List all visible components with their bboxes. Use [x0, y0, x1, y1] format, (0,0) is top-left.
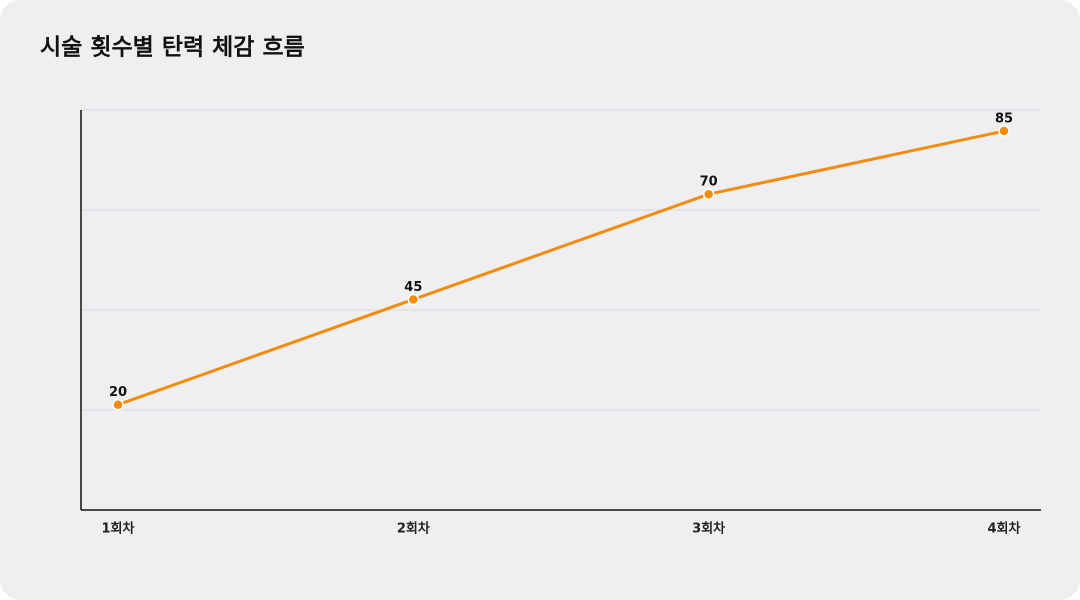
x-tick-label: 4회차: [988, 521, 1021, 537]
point: [112, 398, 124, 411]
data-label: 20: [109, 385, 127, 400]
data-label: 70: [700, 175, 718, 190]
x-tick-label: 2회차: [397, 521, 430, 537]
x-tick-label: 3회차: [692, 521, 725, 537]
point: [702, 188, 715, 200]
point: [998, 125, 1010, 137]
x-tick-label: 1회차: [102, 521, 135, 537]
line: [117, 129, 1005, 407]
chart-title: 시술 횟수별 탄력 체감 흐름: [40, 35, 305, 61]
data-label: 85: [995, 112, 1013, 127]
data-label: 45: [404, 280, 422, 295]
point: [407, 293, 420, 306]
